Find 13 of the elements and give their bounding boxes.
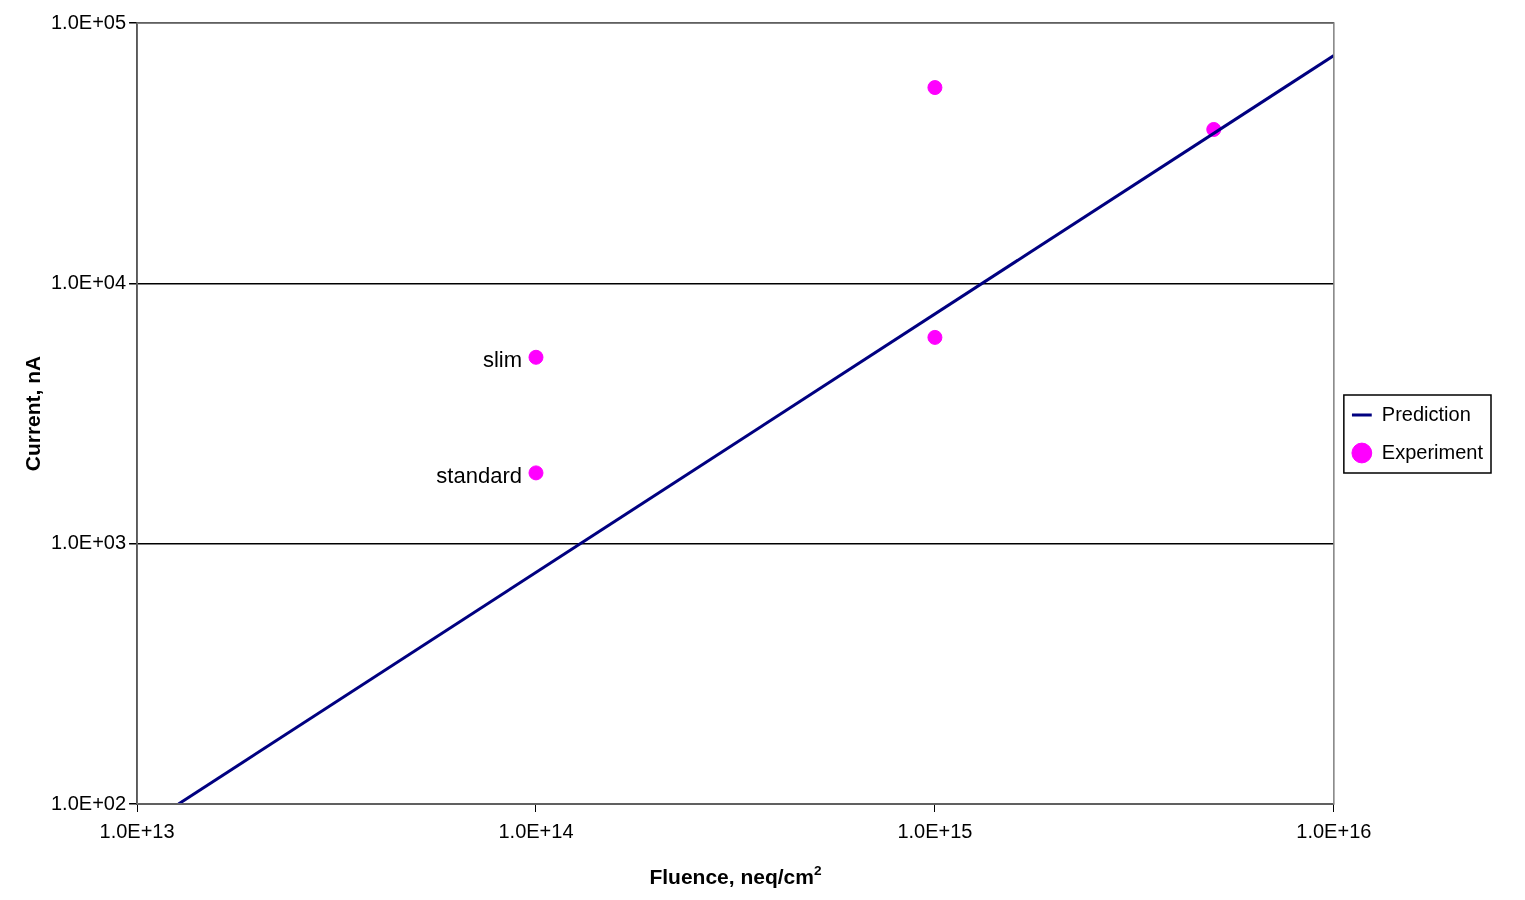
x-tick-label: 1.0E+15 (897, 819, 973, 842)
x-tick-label: 1.0E+16 (1296, 819, 1372, 842)
legend-label: Prediction (1381, 402, 1471, 425)
x-tick-label: 1.0E+13 (99, 819, 175, 842)
y-tick-label: 1.0E+03 (50, 531, 127, 554)
y-axis-title: Current, nA (21, 355, 44, 472)
y-tick-label: 1.0E+02 (50, 791, 127, 814)
data-label: slim (482, 347, 522, 373)
y-tick-label: 1.0E+04 (50, 270, 127, 293)
legend-label: Experiment (1381, 440, 1484, 463)
y-tick-label: 1.0E+05 (50, 10, 127, 33)
x-tick-label: 1.0E+14 (498, 819, 574, 842)
data-label: standard (436, 462, 522, 488)
